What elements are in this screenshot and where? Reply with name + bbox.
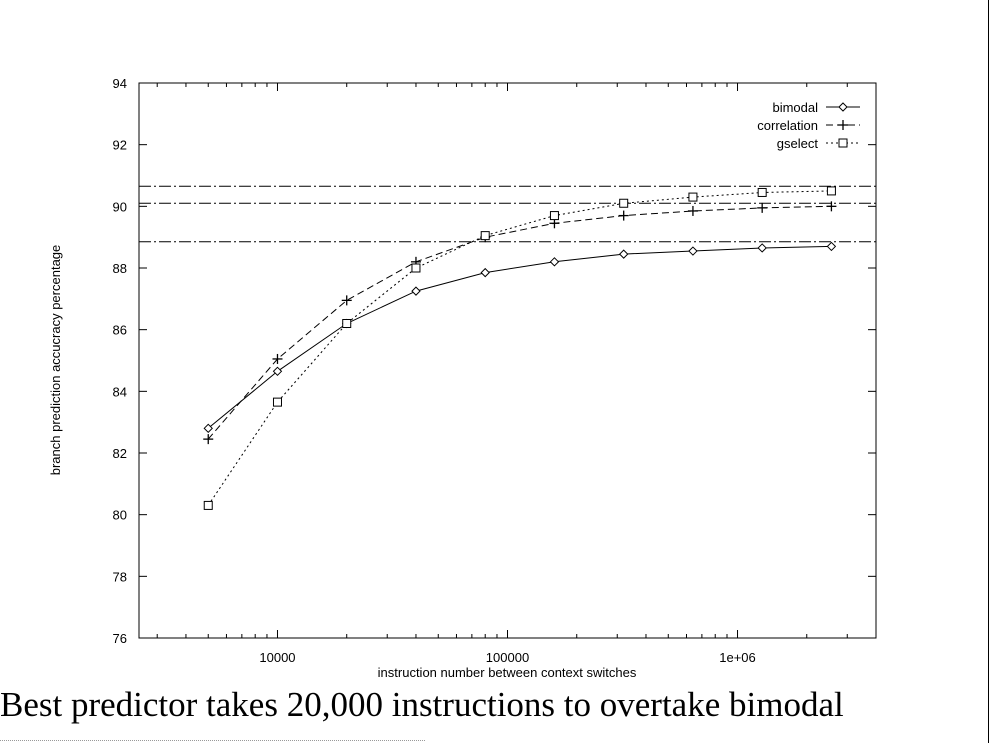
series-line-gselect [207,190,832,506]
data-point-bimodal [618,249,629,259]
accuracy-chart: 76 78 80 82 84 86 88 90 92 94 10000 100000 1e+06 in… [48,76,877,680]
y-tick-label: 80 [113,508,127,523]
series-line-correlation [207,205,832,440]
data-point-bimodal [688,246,698,256]
legend-label-correlation: correlation [757,118,818,133]
slide-right-border [988,0,989,743]
data-point-gselect [480,231,490,241]
y-tick-label: 92 [113,138,127,153]
y-tick-label: 82 [113,446,127,461]
data-point-correlation [826,201,837,212]
legend-label-gselect: gselect [777,136,819,151]
data-point-correlation [618,210,629,221]
y-tick-label: 90 [113,199,127,214]
legend-marker-correlation [838,120,848,130]
y-tick-label: 88 [113,261,127,276]
series-line-bimodal [207,245,832,429]
data-point-correlation [687,205,698,216]
legend-marker-bimodal [838,102,848,112]
data-point-bimodal [826,241,837,252]
data-point-gselect [757,187,767,197]
series-gselect [203,186,836,510]
data-point-gselect [272,397,282,407]
data-point-correlation [757,202,768,213]
x-tick-label: 100000 [486,650,529,665]
x-axis-title: instruction number between context switc… [378,665,637,680]
y-tick-label: 76 [113,631,127,646]
data-point-bimodal [480,267,490,278]
legend: bimodal correlation gselect [757,100,860,151]
data-point-correlation [341,295,352,306]
data-point-bimodal [203,423,213,434]
y-axis-title: branch prediction accucracy percentage [48,245,63,476]
y-axis: 76 78 80 82 84 86 88 90 92 94 [113,76,876,646]
data-point-gselect [619,198,629,208]
series-correlation [203,201,837,445]
slide-caption: Best predictor takes 20,000 instructions… [0,685,844,724]
y-tick-label: 86 [113,323,127,338]
y-tick-label: 94 [113,76,127,91]
data-point-gselect [411,263,421,273]
data-point-gselect [203,500,213,510]
data-point-bimodal [549,257,560,267]
legend-label-bimodal: bimodal [772,100,818,115]
plot-frame [138,82,877,639]
x-tick-label: 10000 [259,650,295,665]
data-point-bimodal [272,366,283,376]
series-bimodal [203,241,837,434]
data-point-gselect [342,319,352,328]
y-tick-label: 84 [113,384,127,399]
data-point-gselect [688,192,698,202]
data-point-correlation [203,434,214,445]
data-point-gselect [549,211,559,221]
data-point-gselect [826,186,836,196]
data-point-correlation [272,353,283,364]
reference-lines [139,185,876,243]
x-tick-label: 1e+06 [719,650,756,665]
data-point-bimodal [411,286,421,296]
x-axis: 10000 100000 1e+06 [156,83,877,665]
legend-marker-gselect [838,138,848,148]
bottom-rule [0,740,425,741]
series-layer [203,186,837,510]
y-tick-label: 78 [113,569,127,584]
data-point-bimodal [757,243,767,253]
